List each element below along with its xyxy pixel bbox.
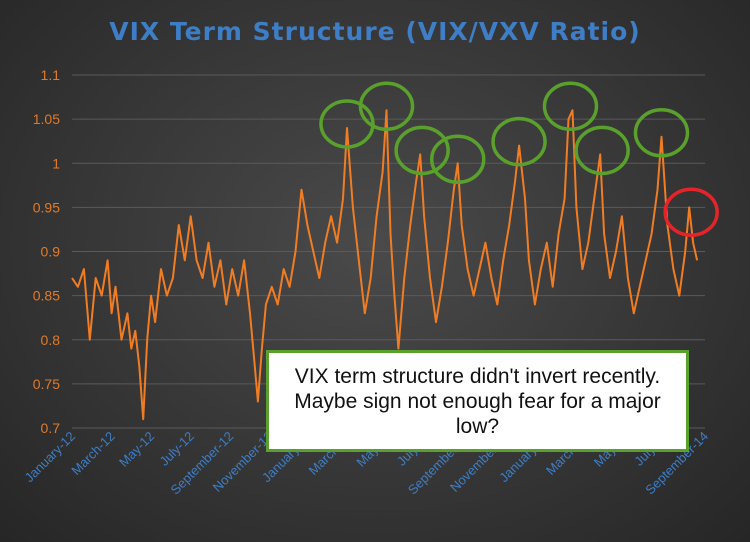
y-tick-label: 0.9 [41, 244, 61, 260]
y-tick-label: 0.95 [33, 199, 60, 215]
highlight-circle [574, 125, 630, 176]
y-tick-label: 1.05 [33, 111, 60, 127]
highlight-circle [633, 108, 690, 158]
highlight-circle [429, 134, 486, 184]
annotation-box: VIX term structure didn't invert recentl… [266, 350, 689, 452]
y-tick-label: 0.7 [41, 420, 61, 436]
highlight-circle [394, 125, 450, 176]
highlight-circle [491, 116, 547, 167]
y-tick-label: 1.1 [41, 67, 61, 83]
chart-title: VIX Term Structure (VIX/VXV Ratio) [109, 17, 640, 46]
highlight-circle [319, 99, 375, 149]
x-tick-label: May-12 [116, 429, 157, 470]
x-tick-label: March-12 [68, 429, 117, 478]
x-tick-label: January-12 [22, 429, 79, 486]
y-tick-label: 1 [52, 155, 60, 171]
highlight-circles [319, 81, 719, 237]
highlight-circle [542, 81, 599, 132]
highlight-circle [358, 81, 415, 132]
y-tick-label: 0.8 [41, 332, 61, 348]
y-tick-label: 0.75 [33, 376, 60, 392]
series-layer [71, 109, 699, 421]
y-tick-label: 0.85 [33, 288, 60, 304]
highlight-circle [663, 187, 719, 237]
series-line [71, 109, 699, 421]
y-axis-ticks: 1.1 1.05 1 0.95 0.9 0.85 0.8 0.75 0.7 [33, 67, 60, 436]
